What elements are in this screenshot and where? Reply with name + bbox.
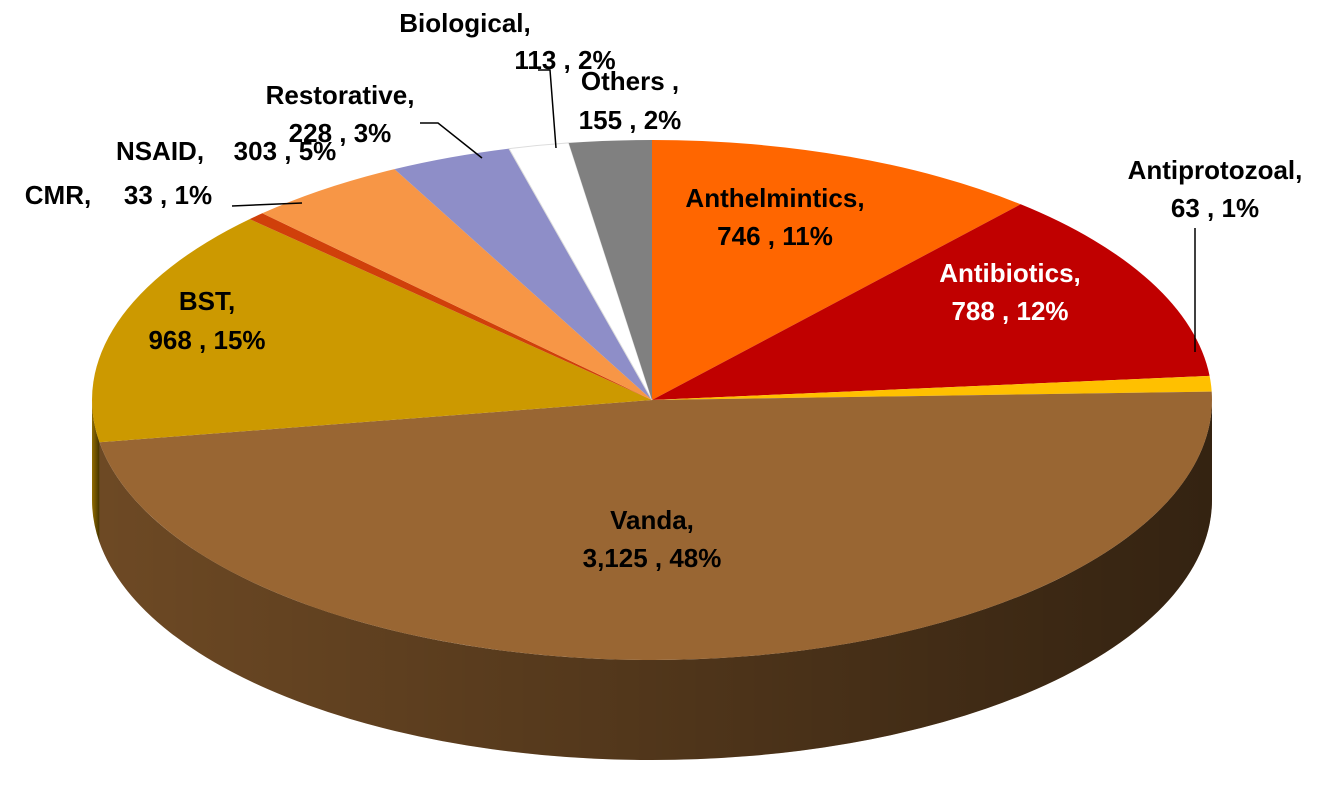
slice-category-label: Restorative, [266, 80, 415, 110]
slice-category-label: BST, [179, 286, 235, 316]
slice-category-label: CMR, [25, 180, 91, 210]
slice [394, 148, 652, 400]
slice-category-label: Vanda, [610, 505, 694, 535]
slice-value-label: 3,125 , 48% [583, 543, 722, 573]
slice-value-label: 155 , 2% [579, 105, 682, 135]
slice-side-shade [99, 400, 1212, 760]
slice-value-label: 303 , 5% [234, 136, 337, 166]
slice-value-label: 113 , 2% [514, 45, 615, 75]
slice-category-label: Antiprotozoal, [1128, 155, 1303, 185]
slice [652, 140, 1021, 400]
slice-value-label: 746 , 11% [717, 221, 833, 251]
slice [262, 169, 652, 400]
slice [99, 391, 1212, 660]
slice-side-shade [92, 400, 100, 543]
slice [652, 204, 1210, 400]
leader-line [538, 69, 557, 149]
slice-value-label: 228 , 3% [289, 118, 392, 148]
slice-value-label: 63 , 1% [1171, 193, 1259, 223]
leader-line [420, 122, 483, 159]
slice-category-label: NSAID, [116, 136, 204, 166]
slice-value-label: 33 , 1% [124, 180, 212, 210]
slice [568, 140, 652, 400]
slice-category-label: Anthelmintics, [685, 183, 864, 213]
slice [249, 213, 652, 400]
slice [652, 375, 1212, 400]
slice-category-label: Antibiotics, [939, 258, 1081, 288]
leader-line [231, 202, 303, 207]
slice-value-label: 788 , 12% [951, 296, 1068, 326]
slice-value-label: 968 , 15% [148, 325, 265, 355]
slice [91, 219, 652, 443]
slice-category-label: Biological, [399, 8, 530, 38]
slice-category-label: Others , [581, 66, 679, 96]
slice [508, 142, 653, 401]
